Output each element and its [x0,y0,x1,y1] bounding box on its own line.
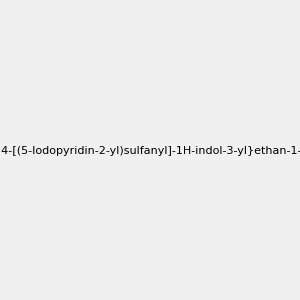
Text: 1-{4-[(5-Iodopyridin-2-yl)sulfanyl]-1H-indol-3-yl}ethan-1-one: 1-{4-[(5-Iodopyridin-2-yl)sulfanyl]-1H-i… [0,146,300,157]
